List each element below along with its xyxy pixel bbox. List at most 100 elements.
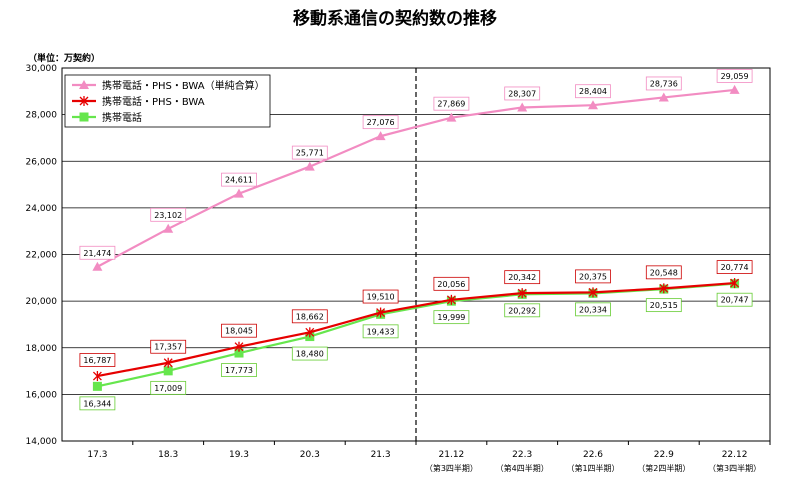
- data-label: 20,375: [579, 272, 607, 281]
- data-label: 17,009: [154, 384, 182, 393]
- data-label: 20,548: [650, 268, 678, 277]
- data-label-box: [433, 310, 470, 325]
- data-label-box: [291, 145, 328, 160]
- data-point: [234, 348, 244, 358]
- data-point: [163, 366, 173, 376]
- data-label: 19,999: [437, 313, 465, 322]
- data-label: 17,357: [154, 343, 182, 352]
- x-sub-label: （第3四半期）: [425, 463, 478, 473]
- data-label: 19,510: [367, 293, 395, 302]
- data-label-box: [433, 276, 470, 291]
- data-label: 23,102: [154, 211, 182, 220]
- legend-frame: [64, 74, 271, 128]
- data-label: 17,773: [225, 366, 253, 375]
- data-label-box: [291, 346, 328, 361]
- data-label-box: [79, 353, 116, 367]
- data-label-box: [504, 86, 541, 101]
- data-point: [305, 327, 315, 338]
- data-label-box: [150, 380, 187, 395]
- data-labels: 21,474 23,102 24,611 25,771 27,076 27,869 28,3…: [79, 69, 753, 411]
- x-sub-label: （第1四半期）: [566, 463, 619, 473]
- data-label-box: [504, 303, 541, 318]
- data-label-box: [716, 292, 753, 307]
- series-line: [96, 88, 735, 268]
- data-label: 19,433: [367, 327, 395, 336]
- y-tick-label: 30,000: [26, 64, 58, 74]
- data-label: 18,662: [296, 312, 324, 321]
- legend-label: 携帯電話・PHS・BWA（単純合算）: [102, 79, 265, 92]
- data-label-box: [221, 323, 257, 338]
- data-label-box: [362, 324, 399, 339]
- data-label-box: [221, 363, 257, 377]
- data-label-box: [716, 69, 753, 83]
- legend-label: 携帯電話: [102, 111, 142, 124]
- data-label: 16,787: [83, 356, 111, 365]
- data-point: [517, 288, 527, 299]
- x-tick-label: 18.3: [158, 450, 178, 460]
- data-point: [446, 294, 456, 305]
- y-tick-label: 20,000: [26, 297, 58, 307]
- x-sub-label: （第3四半期）: [708, 463, 761, 473]
- data-label: 28,736: [650, 79, 678, 88]
- data-label-box: [433, 96, 470, 111]
- data-point: [730, 278, 740, 289]
- data-point: [163, 223, 174, 233]
- data-label: 28,307: [508, 89, 536, 98]
- data-label-box: [79, 396, 116, 411]
- data-label-box: [645, 265, 682, 280]
- x-tick-label: 22.3: [512, 450, 532, 460]
- unit-label: （単位：万契約）: [28, 52, 100, 64]
- data-label-box: [362, 115, 399, 130]
- data-label: 20,292: [508, 306, 536, 315]
- legend-marker: [79, 112, 89, 122]
- data-label-box: [575, 302, 611, 317]
- data-point: [92, 371, 102, 382]
- data-point: [588, 287, 598, 298]
- data-label-box: [221, 172, 257, 187]
- data-point: [658, 92, 669, 102]
- data-point: [304, 161, 315, 171]
- y-tick-label: 26,000: [26, 157, 58, 167]
- data-label: 27,869: [437, 100, 465, 109]
- x-tick-label: 20.3: [300, 450, 320, 460]
- y-tick-label: 22,000: [26, 251, 58, 261]
- data-label-box: [79, 245, 116, 260]
- x-tick-label: 21.12: [439, 450, 465, 460]
- data-label: 18,045: [225, 327, 253, 336]
- data-point: [92, 261, 103, 271]
- data-label: 27,076: [367, 118, 395, 127]
- x-tick-label: 22.12: [722, 450, 748, 460]
- data-point: [659, 283, 669, 294]
- data-label: 20,774: [721, 263, 749, 272]
- data-point: [163, 357, 173, 368]
- data-point: [446, 112, 457, 122]
- legend-marker: [79, 96, 89, 106]
- data-label: 29,059: [721, 72, 749, 81]
- data-point: [376, 307, 386, 318]
- legend: 携帯電話・PHS・BWA（単純合算） 携帯電話・PHS・BWA 携帯電話: [64, 74, 271, 128]
- data-label: 20,515: [650, 301, 678, 310]
- data-label-box: [716, 260, 753, 274]
- data-label-box: [150, 339, 187, 354]
- data-label-box: [645, 76, 682, 91]
- data-label-box: [362, 289, 399, 304]
- data-point: [517, 102, 528, 112]
- data-point: [234, 188, 244, 198]
- legend-label: 携帯電話・PHS・BWA: [102, 95, 205, 108]
- data-label-box: [150, 207, 187, 222]
- data-label-box: [291, 309, 328, 324]
- data-point: [234, 341, 244, 352]
- data-label-box: [575, 84, 611, 99]
- axes: 14,000 16,000 18,000 20,000 22,000 24,000 26,0…: [26, 64, 771, 473]
- data-label: 25,771: [296, 149, 324, 158]
- data-label: 18,480: [296, 350, 324, 359]
- y-tick-label: 16,000: [26, 390, 58, 400]
- x-tick-label: 19.3: [229, 450, 249, 460]
- data-label-box: [504, 270, 541, 285]
- data-label: 20,056: [437, 280, 465, 289]
- data-point: [729, 84, 740, 94]
- y-tick-label: 24,000: [26, 204, 58, 214]
- series-layer: [92, 84, 740, 391]
- x-sub-label: （第2四半期）: [637, 463, 690, 473]
